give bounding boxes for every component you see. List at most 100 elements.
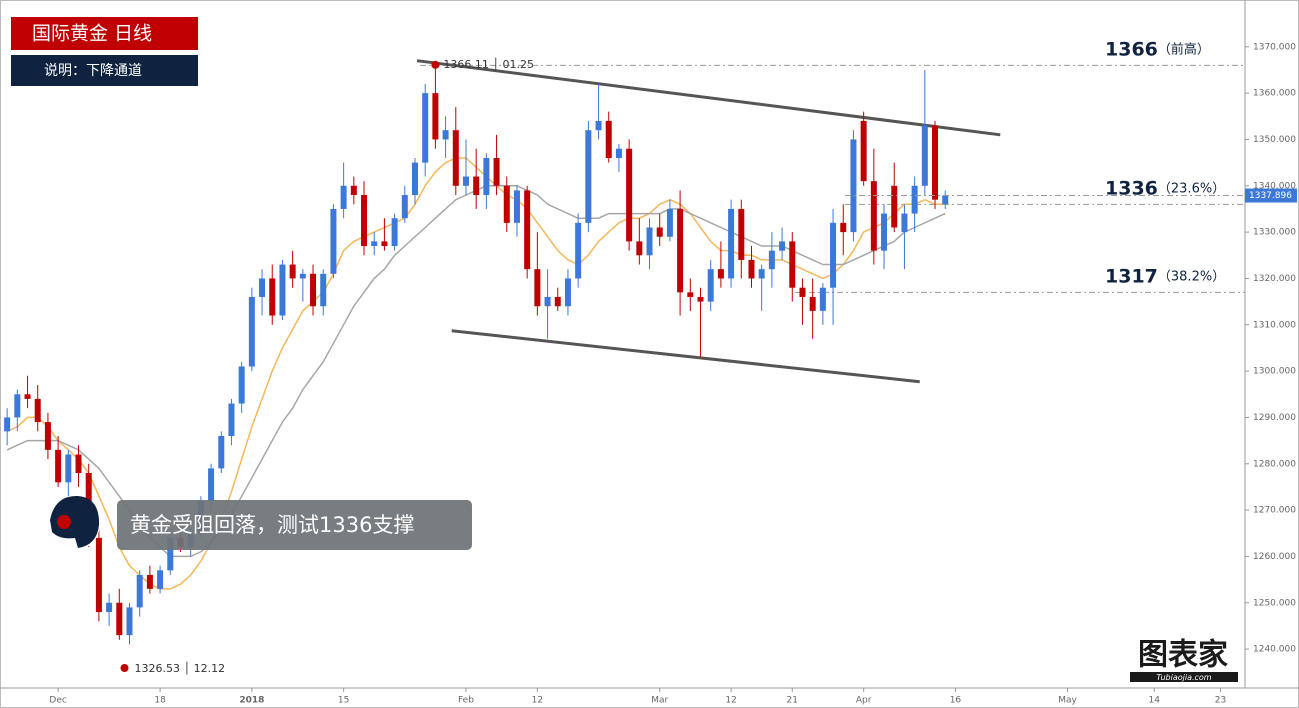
candle-body bbox=[218, 435, 225, 469]
candle-body bbox=[269, 278, 276, 316]
candle-body bbox=[95, 537, 102, 613]
candle-body bbox=[75, 454, 82, 474]
candle-body bbox=[850, 139, 857, 233]
candle-body bbox=[728, 208, 735, 279]
candle-body bbox=[350, 185, 357, 196]
candle-body bbox=[432, 93, 439, 140]
candle-body bbox=[146, 574, 153, 589]
y-tick-label: 1310.000 bbox=[1253, 320, 1296, 330]
candle-body bbox=[330, 208, 337, 274]
candle-body bbox=[901, 213, 908, 233]
y-tick-label: 1330.000 bbox=[1253, 228, 1296, 238]
candle-body bbox=[819, 287, 826, 311]
x-tick-label: 2018 bbox=[239, 696, 264, 706]
candle-body bbox=[799, 287, 806, 297]
y-tick-label: 1360.000 bbox=[1253, 89, 1296, 99]
level-value: 1336 bbox=[1105, 177, 1158, 199]
level-value: 1317 bbox=[1105, 265, 1158, 287]
candle-body bbox=[768, 250, 775, 270]
candle-body bbox=[707, 269, 714, 302]
callout-text: 黄金受阻回落，测试1336支撑 bbox=[130, 513, 414, 537]
candle-body bbox=[106, 602, 113, 613]
high-label: 1366.11 │ 01.25 bbox=[443, 57, 534, 71]
x-tick-label: May bbox=[1058, 696, 1077, 706]
candle-body bbox=[615, 148, 622, 158]
x-tick-label: Apr bbox=[856, 696, 872, 706]
candle-body bbox=[554, 296, 561, 307]
candle-body bbox=[208, 468, 215, 501]
candle-body bbox=[14, 394, 21, 418]
chart-subtitle: 说明：下降通道 bbox=[44, 63, 142, 79]
candle-body bbox=[779, 241, 786, 251]
candle-body bbox=[636, 241, 643, 256]
last-price-box bbox=[1245, 188, 1297, 203]
candle-body bbox=[371, 241, 378, 247]
candle-body bbox=[361, 195, 368, 247]
candle-body bbox=[534, 269, 541, 307]
y-tick-label: 1300.000 bbox=[1253, 367, 1296, 377]
candle-body bbox=[228, 403, 235, 436]
candle-body bbox=[932, 125, 939, 200]
candle-body bbox=[809, 296, 816, 311]
candle-body bbox=[605, 120, 612, 158]
low-dot bbox=[120, 664, 129, 672]
candle-body bbox=[452, 130, 459, 186]
candle-body bbox=[860, 120, 867, 182]
candle-body bbox=[381, 241, 388, 247]
last-price-label: 1337.896 bbox=[1249, 191, 1292, 201]
candle-body bbox=[116, 602, 123, 636]
candle-body bbox=[585, 130, 592, 223]
x-tick-label: Dec bbox=[49, 696, 66, 706]
candle-body bbox=[942, 195, 949, 205]
candle-body bbox=[279, 264, 286, 316]
title-box bbox=[11, 17, 198, 50]
low-label: 1326.53 │ 12.12 bbox=[134, 661, 225, 675]
candle-body bbox=[891, 185, 898, 228]
candle-body bbox=[126, 607, 133, 636]
candle-body bbox=[24, 394, 31, 399]
candle-body bbox=[4, 417, 11, 432]
candle-body bbox=[677, 208, 684, 293]
candle-body bbox=[656, 227, 663, 237]
candle-body bbox=[289, 264, 296, 279]
x-tick-label: 21 bbox=[787, 696, 798, 706]
candle-body bbox=[513, 190, 520, 223]
subtitle-box bbox=[11, 55, 198, 86]
candle-body bbox=[717, 269, 724, 279]
x-tick-label: 23 bbox=[1215, 696, 1226, 706]
y-tick-label: 1240.000 bbox=[1253, 645, 1296, 655]
x-tick-label: Mar bbox=[651, 696, 668, 706]
x-tick-label: Feb bbox=[458, 696, 474, 706]
y-tick-label: 1290.000 bbox=[1253, 413, 1296, 423]
level-note: （前高） bbox=[1158, 41, 1210, 57]
x-tick-label: 12 bbox=[532, 696, 543, 706]
candle-body bbox=[44, 422, 51, 450]
candle-body bbox=[738, 208, 745, 260]
level-note: （38.2%） bbox=[1158, 269, 1225, 284]
candle-body bbox=[167, 537, 174, 571]
candle-body bbox=[340, 185, 347, 209]
y-tick-label: 1340.000 bbox=[1253, 181, 1296, 191]
x-tick-label: 16 bbox=[950, 696, 962, 706]
y-tick-label: 1270.000 bbox=[1253, 506, 1296, 516]
candle-body bbox=[524, 190, 531, 270]
candle-body bbox=[881, 213, 888, 251]
watermark-band bbox=[1130, 672, 1238, 682]
candle-body bbox=[473, 176, 480, 196]
candle-body bbox=[493, 157, 500, 186]
candle-body bbox=[259, 278, 266, 297]
candle-body bbox=[921, 125, 928, 186]
logo bbox=[50, 495, 100, 548]
candle-body bbox=[391, 218, 398, 247]
candle-body bbox=[442, 130, 449, 140]
candle-body bbox=[299, 273, 306, 279]
y-tick-label: 1370.000 bbox=[1253, 42, 1296, 52]
candle-body bbox=[840, 222, 847, 233]
x-tick-label: 14 bbox=[1149, 696, 1161, 706]
watermark-sub: Tubiaojia.com bbox=[1156, 673, 1211, 682]
channel-line bbox=[451, 329, 920, 384]
level-label: 1366（前高） bbox=[1105, 38, 1210, 60]
candle-body bbox=[34, 398, 41, 423]
x-tick-label: 12 bbox=[725, 696, 736, 706]
